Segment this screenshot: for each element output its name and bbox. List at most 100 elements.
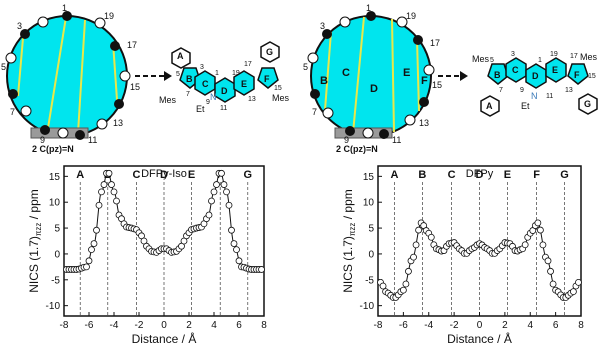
- cycle-node: [362, 127, 374, 139]
- ring-label: G: [584, 99, 591, 109]
- data-point: [544, 257, 552, 265]
- cycle-node: [413, 35, 423, 45]
- cycle-node: [62, 11, 72, 21]
- ring-label: B: [186, 74, 193, 84]
- data-point: [108, 181, 115, 188]
- ring-marker-label: D: [160, 169, 168, 181]
- atom-label: 3: [200, 64, 204, 71]
- ring-marker-label: E: [504, 169, 511, 181]
- x-tick-label: 6: [236, 320, 242, 331]
- x-axis-label: Distance / Å: [447, 331, 512, 346]
- data-point: [412, 241, 420, 249]
- ring-marker-label: C: [133, 169, 141, 181]
- cycle-node: [310, 89, 320, 99]
- ring-C: [194, 70, 216, 96]
- y-tick-label: -5: [365, 275, 374, 286]
- right-diagram: 1 3 5 7 9 11 13 15 17 19 B C D E F 2 C(p…: [303, 3, 598, 154]
- arrow-head: [164, 71, 172, 81]
- molecule-nitrogen: N: [531, 91, 538, 101]
- data-point: [410, 253, 417, 261]
- cycle-node: [322, 107, 334, 119]
- data-point: [228, 226, 235, 234]
- data-point: [220, 181, 228, 188]
- x-tick-label: -4: [424, 320, 433, 331]
- region-label: D: [370, 83, 378, 95]
- chord: [77, 19, 86, 134]
- chord: [47, 16, 67, 129]
- right-molecule: [480, 57, 598, 117]
- x-tick-label: 8: [261, 320, 267, 331]
- ring-marker-label: B: [418, 169, 426, 181]
- x-tick-label: -8: [60, 320, 69, 331]
- data-point: [83, 263, 90, 271]
- ring-F: [257, 67, 279, 89]
- x-tick-label: 6: [553, 320, 559, 331]
- substituent: Mes: [580, 52, 598, 62]
- cycle-label: 5: [303, 62, 308, 72]
- cycle-node: [366, 11, 376, 21]
- data-point: [537, 226, 544, 234]
- y-tick-label: 0: [368, 249, 374, 260]
- data-point: [95, 201, 103, 209]
- y-tick-label: 10: [49, 198, 61, 209]
- data-point: [233, 246, 240, 254]
- ring-G: [260, 41, 280, 63]
- cycle-label: 17: [430, 38, 440, 48]
- y-tick-label: 15: [363, 172, 375, 183]
- data-point: [405, 267, 412, 275]
- y-tick-label: 0: [54, 249, 60, 260]
- ring-marker-label: C: [448, 169, 456, 181]
- data-point: [105, 169, 113, 177]
- ring-label: D: [532, 71, 539, 81]
- ring-marker-label: E: [188, 169, 195, 181]
- data-point: [88, 246, 95, 254]
- x-tick-label: 2: [502, 320, 508, 331]
- cycle-node: [57, 127, 69, 139]
- ring-label: A: [177, 51, 184, 61]
- chord: [112, 41, 118, 101]
- data-point: [98, 188, 105, 196]
- cycle-node: [423, 64, 435, 76]
- y-tick-label: 10: [363, 198, 375, 209]
- atom-label: 5: [490, 57, 494, 64]
- substituent: Mes: [272, 93, 290, 103]
- cycle-node: [75, 130, 85, 140]
- y-axis-label-subscript: πzz: [348, 223, 357, 237]
- chord: [352, 16, 365, 134]
- cycle-label: 13: [419, 118, 429, 128]
- region-label: B: [320, 75, 328, 87]
- atom-label: 11: [546, 93, 553, 100]
- x-tick-label: 8: [578, 320, 584, 331]
- substituent: Mes: [159, 95, 177, 105]
- data-point: [218, 169, 225, 177]
- ring-label: C: [512, 65, 519, 75]
- data-point: [93, 226, 100, 234]
- data-point: [235, 257, 243, 265]
- molecule-nitrogen: N: [210, 92, 217, 102]
- atom-label: 19: [232, 70, 240, 77]
- cycle-label: 9: [40, 135, 45, 145]
- cycle-node: [322, 29, 332, 39]
- data-point: [90, 240, 98, 247]
- x-tick-label: -4: [110, 320, 119, 331]
- data-point: [205, 211, 213, 219]
- atom-label: 11: [220, 105, 227, 112]
- ring-marker-label: G: [243, 169, 252, 181]
- atom-label: 3: [511, 51, 515, 58]
- data-point: [258, 266, 265, 273]
- data-point: [569, 288, 577, 296]
- cycle-node: [307, 52, 319, 64]
- data-point: [399, 286, 407, 294]
- pz-label: 2 C(pz)=N: [32, 144, 74, 154]
- ring-label: C: [202, 79, 209, 89]
- cycle-label: 7: [312, 107, 317, 117]
- right-cycle-graph: 1 3 5 7 9 11 13 15 17 19 B C D E F 2 C(p…: [303, 3, 442, 154]
- x-tick-label: -8: [374, 320, 383, 331]
- atom-label: 5: [176, 71, 180, 78]
- cycle-node: [20, 29, 30, 39]
- cycle-label: 7: [10, 107, 15, 117]
- atom-label: 19: [550, 51, 558, 58]
- chord: [416, 38, 420, 112]
- ring-C: [505, 57, 527, 83]
- atom-label: 15: [588, 73, 596, 80]
